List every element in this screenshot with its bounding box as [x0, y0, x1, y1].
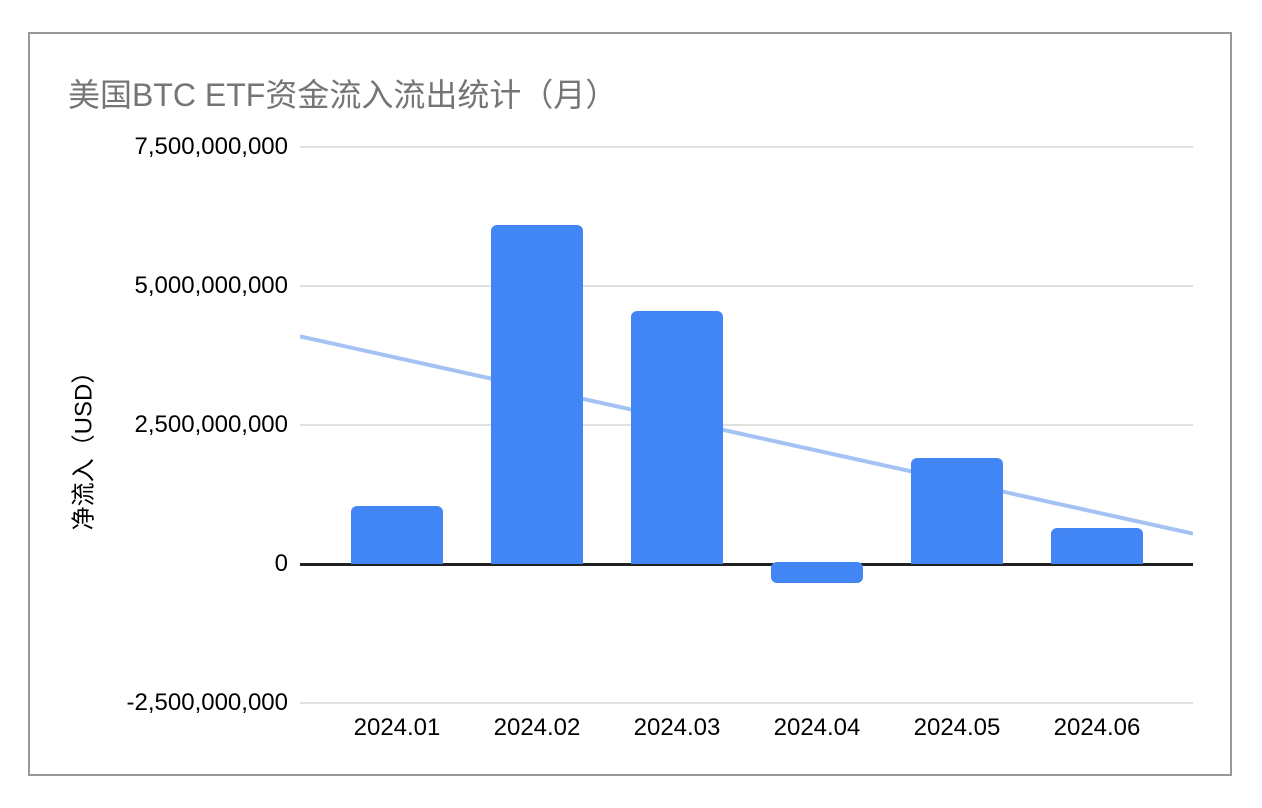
bar-2024.05 — [911, 458, 1003, 564]
x-axis-label: 2024.03 — [633, 714, 721, 741]
y-tick-label: 5,000,000,000 — [134, 272, 288, 299]
bar-2024.06 — [1051, 527, 1143, 564]
trendline — [300, 334, 1193, 536]
gridline — [300, 702, 1193, 704]
bar-2024.03 — [631, 311, 723, 564]
zero-axis-line — [300, 563, 1193, 566]
chart-title: 美国BTC ETF资金流入流出统计（月） — [68, 77, 618, 113]
plot-area — [300, 146, 1193, 704]
gridline — [300, 424, 1193, 426]
y-tick-label: -2,500,000,000 — [126, 689, 288, 716]
x-axis-label: 2024.04 — [773, 714, 861, 741]
bar-2024.01 — [351, 505, 443, 564]
chart-card[interactable]: 美国BTC ETF资金流入流出统计（月） 净流入（USD） 7,500,000,… — [28, 32, 1232, 776]
y-axis-tick-labels: 7,500,000,000 5,000,000,000 2,500,000,000 0… — [30, 133, 288, 716]
y-tick-label: 0 — [274, 550, 288, 577]
x-axis-label: 2024.01 — [353, 714, 441, 741]
bar-2024.02 — [491, 224, 583, 564]
x-axis-label: 2024.02 — [493, 714, 581, 741]
gridline — [300, 146, 1193, 148]
x-axis-label: 2024.06 — [1053, 714, 1141, 741]
y-tick-label: 7,500,000,000 — [134, 133, 288, 160]
bar-2024.04 — [771, 562, 863, 584]
x-axis-label: 2024.05 — [913, 714, 1001, 741]
y-tick-label: 2,500,000,000 — [134, 411, 288, 438]
gridline — [300, 285, 1193, 287]
